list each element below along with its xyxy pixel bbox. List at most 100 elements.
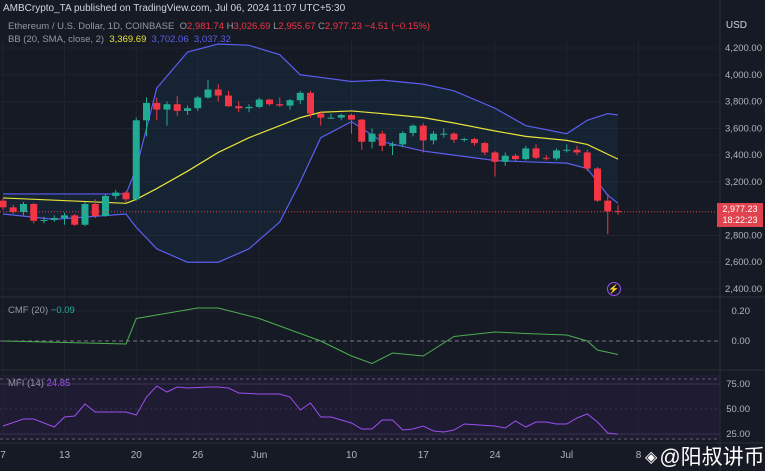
candle-body (266, 99, 273, 105)
watermark: ◈ @阳叔讲币 (645, 446, 765, 470)
y-tick-label: 4,200.00 (725, 43, 762, 54)
candle-body (419, 125, 427, 141)
candle-body (440, 133, 448, 135)
candle-body (184, 108, 191, 111)
y-tick-label: 3,600.00 (725, 123, 762, 134)
candle-body (153, 102, 161, 110)
candle-body (225, 95, 232, 107)
candle-body (481, 143, 489, 153)
y-tick-label: 2,600.00 (725, 257, 762, 268)
candle-body (255, 99, 263, 107)
cmf-label: CMF (20) (8, 305, 49, 316)
low-label: L (273, 21, 279, 32)
low-value: 2,955.67 (278, 21, 316, 32)
cmf-tick-label: 0.20 (732, 306, 751, 317)
candle-body (583, 152, 591, 169)
candle-body (276, 104, 284, 106)
currency-label[interactable]: USD (725, 20, 747, 31)
y-tick-label: 2,400.00 (725, 284, 762, 295)
last-price-tag: 2,977.23 18:22:23 (717, 203, 763, 227)
mfi-label: MFI (14) (8, 378, 44, 389)
candle-body (512, 155, 519, 160)
x-tick-label: Jun (251, 450, 267, 461)
candle-body (194, 97, 202, 109)
candle-body (102, 195, 109, 217)
candle-body (358, 119, 366, 142)
candle-body (122, 192, 130, 200)
bb-upper-value: 3,702.06 (151, 34, 189, 45)
candle-body (81, 203, 89, 225)
candle-body (307, 92, 314, 114)
change-value: −4.51 (−0.15%) (364, 21, 431, 32)
mfi-legend: MFI (14) 24.85 (8, 378, 70, 389)
last-price: 2,977.23 (722, 204, 758, 214)
candle-body (532, 148, 540, 158)
candle-body (368, 133, 376, 142)
candle-body (337, 114, 345, 118)
x-tick-label: 7 (0, 450, 6, 461)
cmf-value: −0.09 (50, 305, 75, 316)
x-tick-label: 8 (636, 450, 642, 461)
candle-body (378, 133, 386, 146)
bb-lower-line (2, 120, 619, 263)
watermark-text: @阳叔讲币 (659, 446, 765, 469)
lightning-icon[interactable]: ⚡ (607, 282, 621, 296)
close-label: C (318, 21, 325, 32)
candle-body (327, 117, 335, 119)
open-value: 2,981.74 (186, 21, 224, 32)
candle-body (173, 104, 181, 111)
candle-body (50, 218, 58, 221)
bb-label: BB (20, SMA, close, 2) (8, 34, 105, 45)
mfi-line (2, 385, 619, 435)
y-tick-label: 4,000.00 (725, 70, 762, 81)
cmf-line (2, 307, 619, 365)
candle-body (91, 203, 99, 217)
candle-body (553, 150, 560, 159)
candle-body (61, 215, 68, 219)
publish-info: AMBCrypto_TA published on TradingView.co… (3, 3, 346, 14)
candle-body (409, 125, 417, 134)
bb-legend: BB (20, SMA, close, 2) 3,369.69 3,702.06… (8, 34, 231, 45)
candle-body (132, 120, 140, 200)
x-tick-label: 20 (131, 450, 143, 461)
x-tick-label: 26 (192, 450, 204, 461)
candle-body (143, 102, 150, 121)
symbol-name: Ethereum / U.S. Dollar, 1D, COINBASE (8, 21, 175, 32)
candle-body (542, 157, 550, 159)
candle-body (317, 113, 325, 118)
candle-body (296, 92, 304, 101)
symbol-legend: Ethereum / U.S. Dollar, 1D, COINBASE O2,… (8, 21, 430, 32)
candle-body (30, 203, 38, 221)
candle-body (573, 149, 581, 153)
candle-body (20, 203, 27, 213)
y-tick-label: 2,800.00 (725, 230, 762, 241)
candle-body (112, 192, 120, 196)
x-tick-label: 17 (418, 450, 430, 461)
candle-body (471, 139, 478, 144)
candle-body (491, 152, 499, 162)
candle-body (214, 89, 222, 96)
open-label: O (179, 21, 187, 32)
x-tick-label: Jul (560, 450, 573, 461)
candle-body (501, 155, 509, 162)
high-value: 3,026.69 (233, 21, 271, 32)
candle-body (0, 200, 7, 208)
y-tick-label: 3,400.00 (725, 150, 762, 161)
candle-body (522, 148, 530, 160)
candle-body (399, 133, 407, 145)
candle-body (450, 133, 458, 140)
close-value: 2,977.23 (324, 21, 362, 32)
candle-body (40, 220, 48, 222)
bb-upper-line (3, 43, 619, 195)
mfi-tick-label: 75.00 (726, 379, 750, 390)
y-tick-label: 3,800.00 (725, 97, 762, 108)
candle-body (9, 207, 17, 213)
candle-body (71, 215, 79, 225)
candle-body (204, 89, 212, 98)
candle-body (430, 133, 437, 141)
mfi-tick-label: 50.00 (726, 404, 750, 415)
mfi-value: 24.85 (46, 378, 71, 389)
x-tick-label: 13 (59, 450, 71, 461)
candle-body (348, 114, 355, 120)
